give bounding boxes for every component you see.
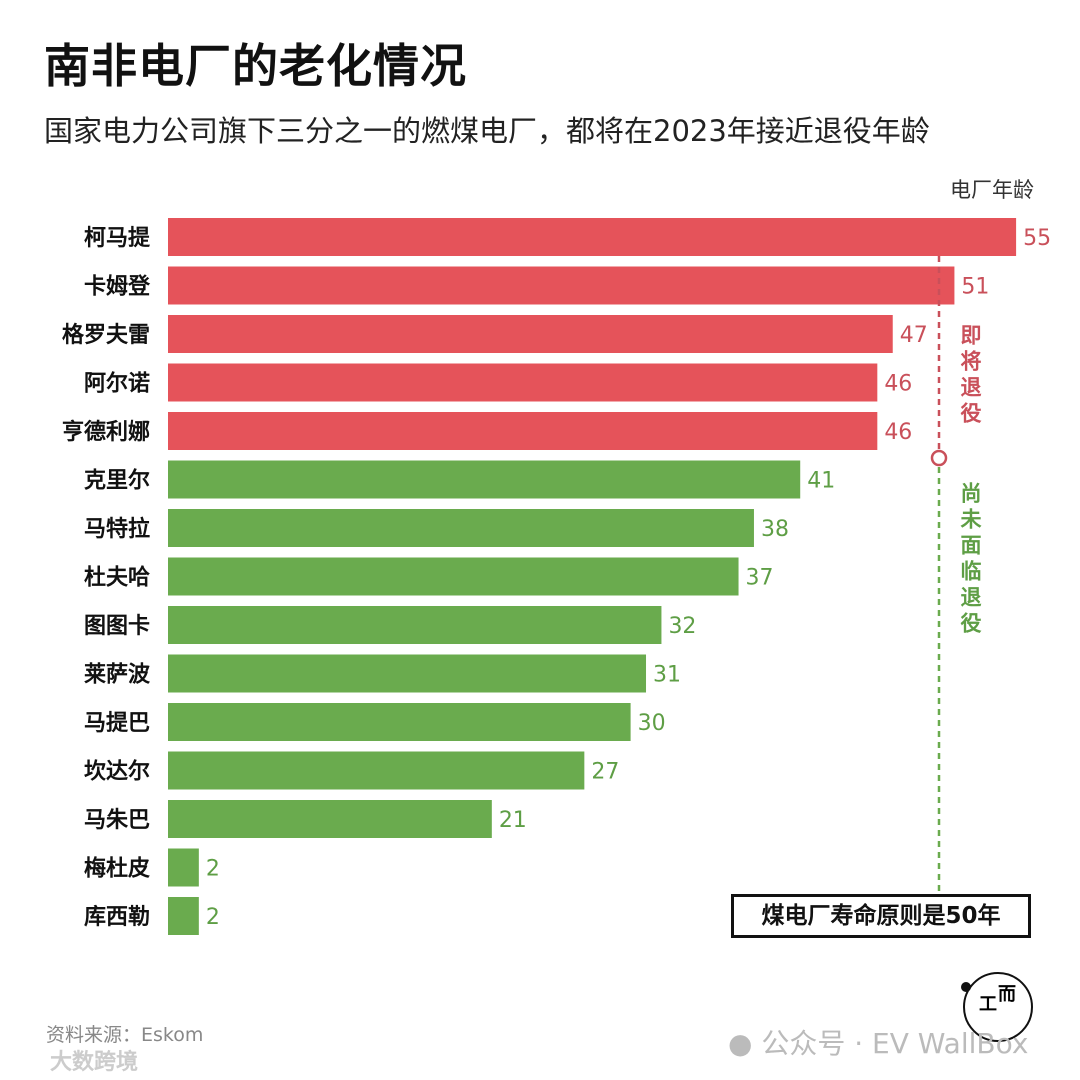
data-label: 46 (884, 420, 912, 445)
chart-title: 南非电厂的老化情况 (44, 39, 467, 93)
data-label: 41 (807, 469, 835, 494)
data-label: 30 (638, 711, 666, 736)
category-label: 阿尔诺 (84, 371, 150, 397)
data-label: 2 (206, 905, 220, 930)
category-label: 梅杜皮 (84, 856, 150, 882)
bar (168, 363, 878, 402)
watermark-text: 公众号 · EV WallBox (761, 1027, 1029, 1060)
data-label: 55 (1023, 226, 1051, 251)
annotation-retiring: 即将退役 (958, 324, 982, 428)
bar (168, 606, 662, 644)
chart-subtitle: 国家电力公司旗下三分之一的燃煤电厂，都将在2023年接近退役年龄 (44, 114, 930, 148)
bar (168, 751, 585, 790)
data-label: 2 (206, 857, 220, 882)
category-label: 克里尔 (84, 468, 150, 494)
category-label: 杜夫哈 (84, 565, 150, 591)
category-label: 格罗夫雷 (62, 322, 150, 348)
data-label: 38 (761, 517, 789, 542)
category-label: 马特拉 (84, 516, 150, 542)
bar (168, 897, 199, 935)
category-label: 卡姆登 (84, 274, 151, 300)
bar (168, 654, 647, 693)
category-label: 亨德利娜 (62, 419, 150, 445)
data-label: 27 (591, 760, 619, 785)
bar (168, 703, 631, 741)
reference-line-label: 煤电厂寿命原则是50年 (731, 894, 1031, 938)
source-note: 资料来源：Eskom (46, 1024, 204, 1046)
bar (168, 315, 893, 353)
data-label: 51 (961, 275, 989, 300)
category-label: 莱萨波 (84, 662, 151, 688)
bar (168, 460, 801, 499)
bar (168, 412, 878, 450)
bar (168, 509, 754, 547)
annotation-not-retiring: 尚未面临退役 (958, 482, 982, 638)
bar (168, 557, 739, 596)
bar (168, 266, 955, 305)
bar (168, 800, 492, 838)
category-label: 柯马提 (84, 225, 151, 251)
watermark-left: 大数跨境 (50, 1050, 139, 1075)
data-label: 32 (668, 614, 696, 639)
category-label: 库西勒 (84, 905, 150, 930)
data-label: 21 (499, 808, 527, 833)
threshold-marker (930, 449, 948, 467)
data-label: 31 (653, 663, 681, 688)
x-axis-label: 电厂年龄 (950, 178, 1034, 202)
category-label: 坎达尔 (84, 759, 150, 785)
data-label: 37 (746, 566, 774, 591)
bar (168, 848, 199, 887)
logo: 工而 (961, 972, 1033, 1042)
category-label: 马提巴 (84, 710, 150, 736)
data-label: 47 (900, 323, 928, 348)
bar (168, 218, 1017, 256)
watermark-right: ● 公众号 · EV WallBox (728, 1022, 1028, 1062)
category-label: 图图卡 (84, 614, 150, 639)
data-label: 46 (884, 372, 912, 397)
wechat-icon: ● (728, 1027, 753, 1060)
category-label: 马朱巴 (84, 808, 150, 833)
